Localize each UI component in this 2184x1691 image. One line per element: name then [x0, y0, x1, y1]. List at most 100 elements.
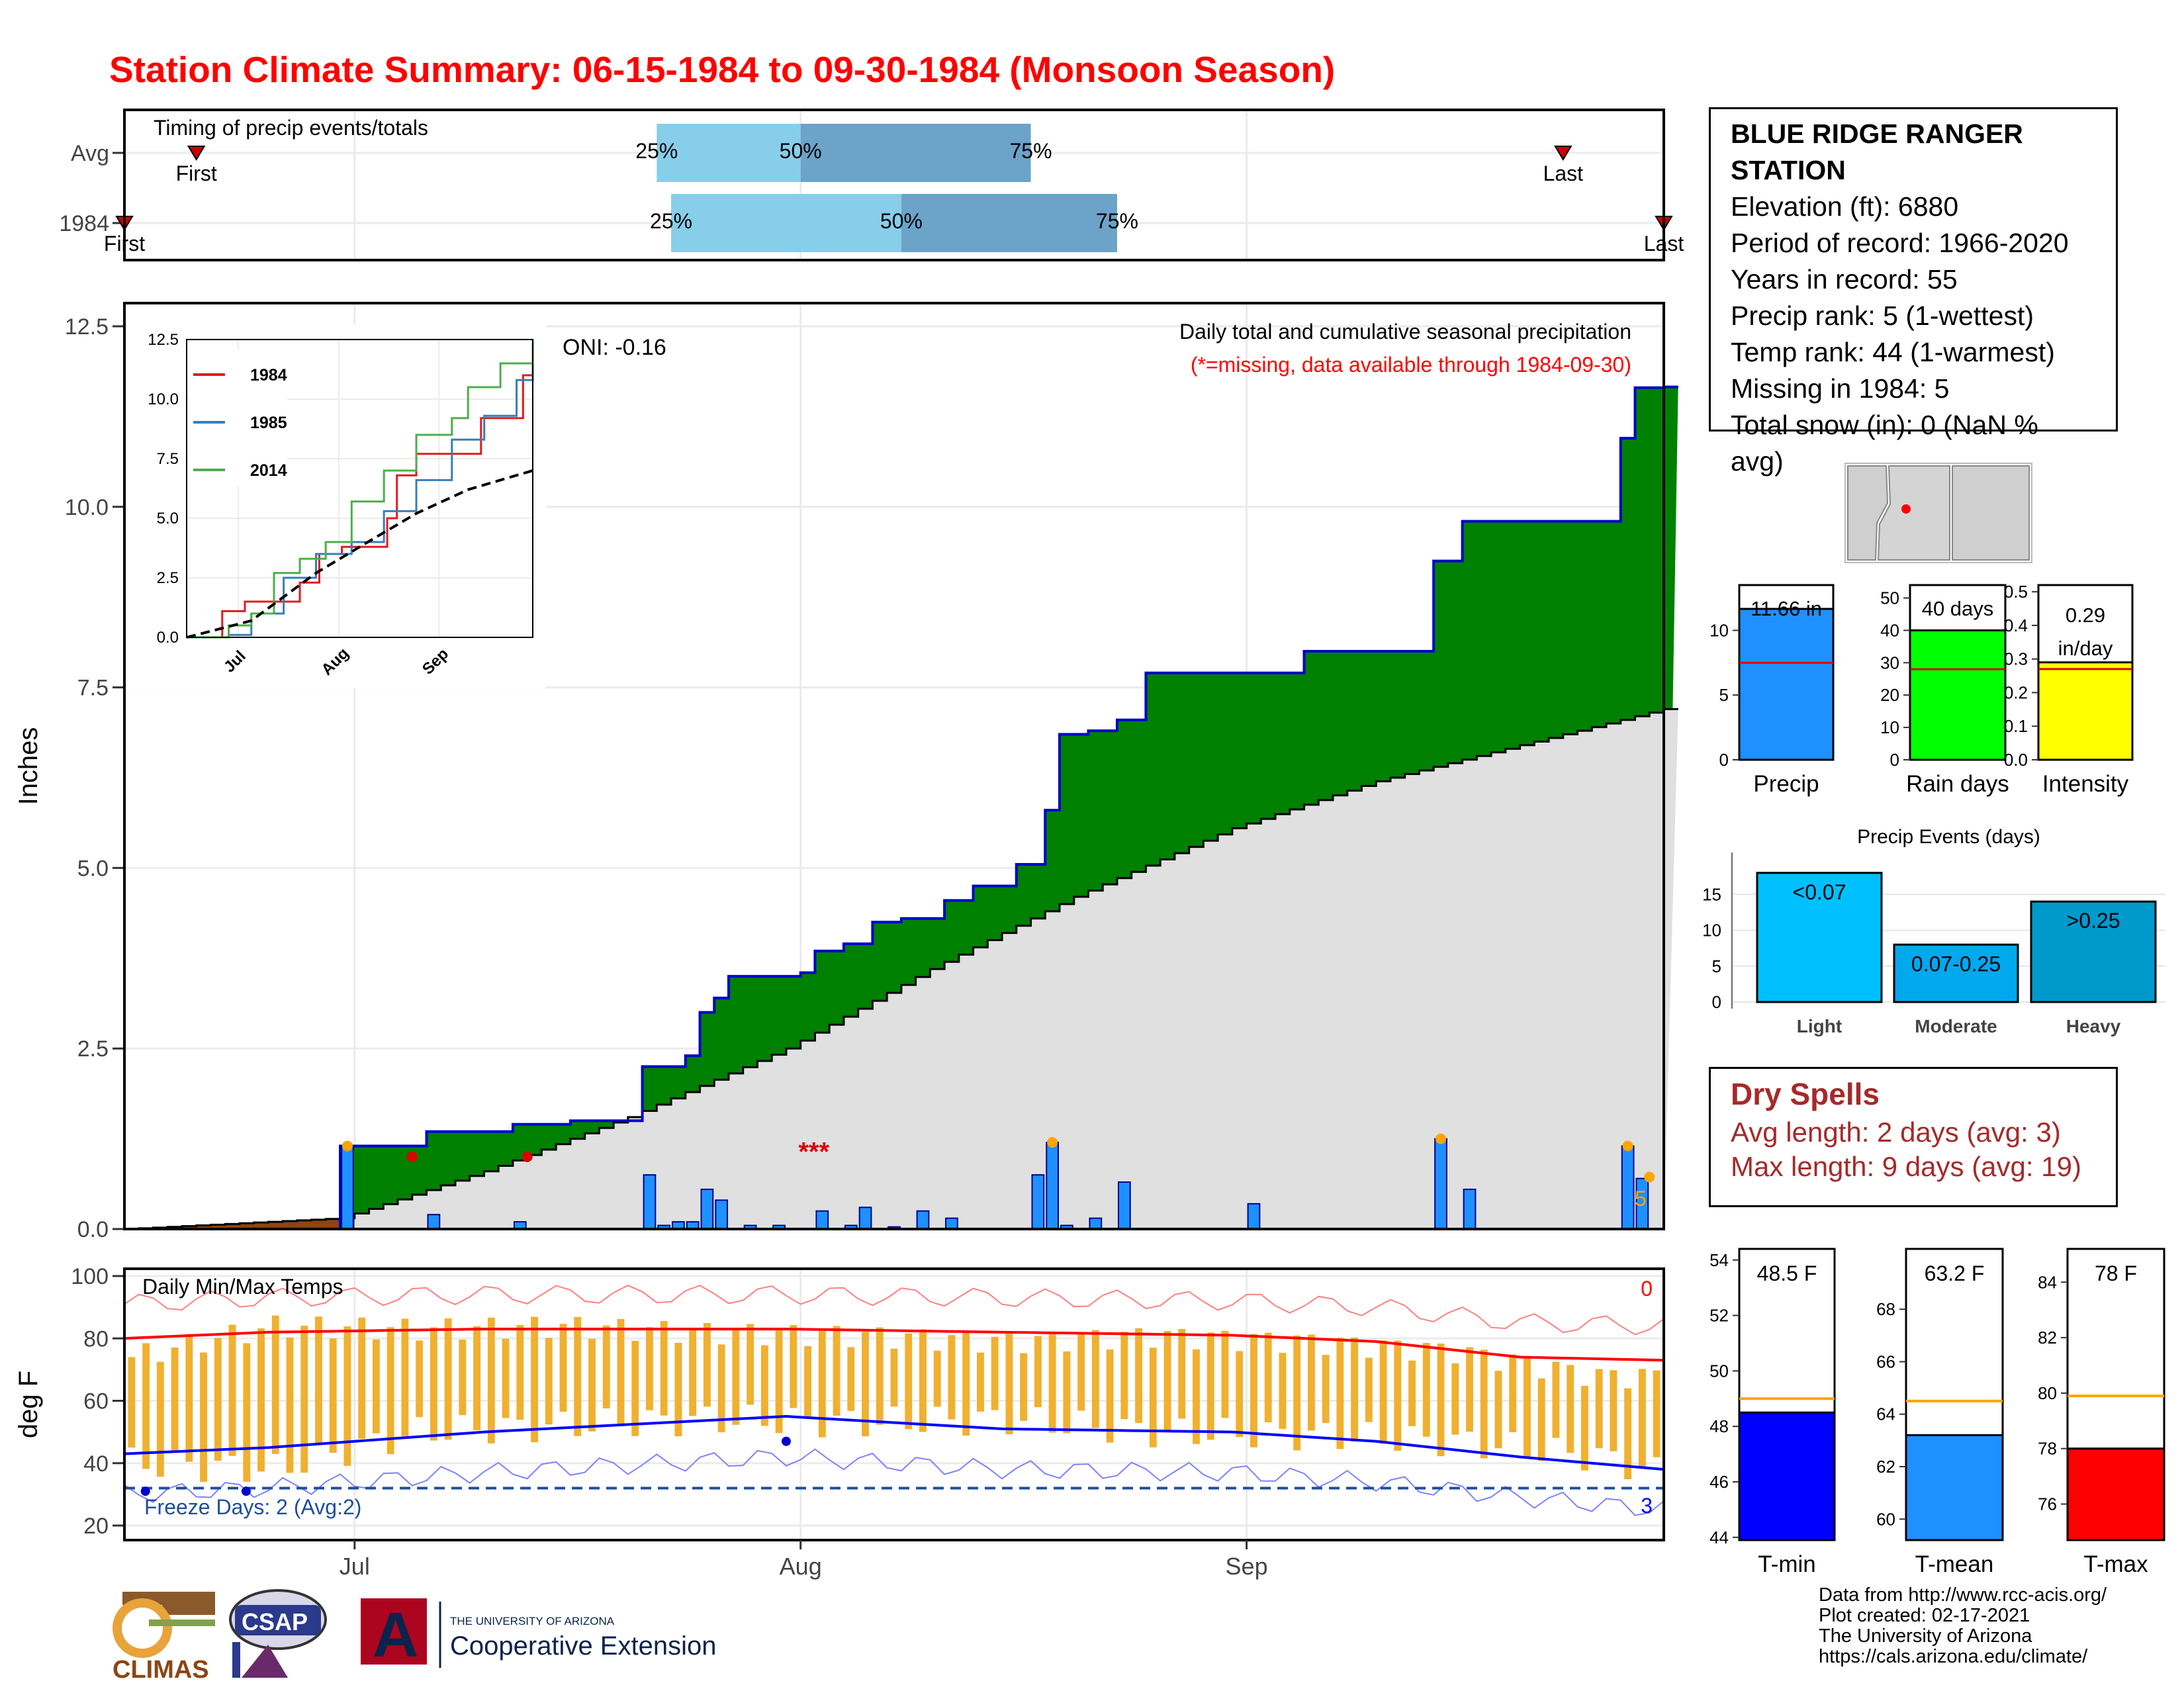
- daily-temp-bar: [588, 1339, 596, 1432]
- timing-quantile-label: 50%: [880, 209, 923, 233]
- record-high-line: [124, 1285, 1664, 1336]
- summary-ytick-label: 20: [1880, 685, 1899, 705]
- climas-logo: CLIMAS: [113, 1592, 215, 1684]
- ua-logo: A THE UNIVERSITY OF ARIZONA Cooperative …: [361, 1598, 716, 1670]
- daily-temp-bar: [631, 1340, 639, 1436]
- temp-summary-ytick-label: 64: [1876, 1404, 1895, 1424]
- inset-ytick-label: 5.0: [157, 510, 179, 527]
- timing-quantile-label: 25%: [650, 209, 692, 233]
- timing-quantile-label: 75%: [1009, 139, 1052, 163]
- daily-temp-bar: [775, 1330, 783, 1434]
- daily-temp-bar: [804, 1346, 812, 1418]
- ua-logo-line2: Cooperative Extension: [450, 1631, 716, 1661]
- temp-title: Daily Min/Max Temps: [142, 1275, 343, 1299]
- daily-temp-bar: [1135, 1328, 1142, 1424]
- daily-precip-bar: [643, 1174, 657, 1230]
- timing-title: Timing of precip events/totals: [154, 116, 428, 140]
- csap-logo: CSAP: [229, 1589, 327, 1678]
- temp-summary-t-min: 44 46 48 50 52 54 48.5 F T-min: [1709, 1248, 1836, 1577]
- daily-temp-bar: [1163, 1330, 1171, 1430]
- daily-temp-bar: [185, 1334, 193, 1462]
- heavy-precip-marker: [341, 1140, 353, 1152]
- daily-temp-bar: [473, 1326, 481, 1430]
- daily-temp-bar: [1466, 1347, 1473, 1432]
- daily-temp-bar: [430, 1327, 437, 1441]
- map-state-nm: [1952, 465, 2030, 561]
- heavy-precip-marker: [1644, 1171, 1655, 1183]
- cold-day-count: 3: [1641, 1494, 1653, 1518]
- daily-temp-bar: [617, 1318, 625, 1427]
- daily-temp-bar: [1293, 1335, 1301, 1451]
- missing-days-label: ***: [798, 1137, 829, 1166]
- daily-temp-bar: [689, 1328, 697, 1416]
- temp-summary-ytick-label: 44: [1709, 1528, 1729, 1547]
- daily-temp-bar: [574, 1316, 582, 1436]
- temp-panel-border: [123, 1267, 1665, 1541]
- daily-temp-bar: [1005, 1333, 1013, 1434]
- freeze-days-label: Freeze Days: 2 (Avg:2): [144, 1495, 361, 1519]
- daily-temp-bar: [1279, 1353, 1287, 1430]
- daily-temp-bar: [286, 1337, 294, 1473]
- temp-summary-ytick-label: 82: [2038, 1328, 2057, 1348]
- daily-temp-bar: [315, 1316, 322, 1444]
- events-ytick-label: 5: [1712, 956, 1721, 976]
- inset-ytick-label: 10.0: [148, 390, 179, 408]
- ua-logo-letter: A: [373, 1600, 418, 1670]
- summary-ytick-label: 0.3: [2004, 649, 2028, 669]
- daily-temp-bar: [243, 1343, 251, 1482]
- temp-ytick-label: 40: [83, 1451, 109, 1477]
- daily-precip-bar: [700, 1188, 714, 1230]
- missing-day-marker: [522, 1151, 533, 1162]
- daily-temp-bar: [1307, 1334, 1315, 1431]
- daily-temp-bar: [1595, 1369, 1603, 1449]
- daily-temp-bar: [358, 1317, 366, 1439]
- summary-ytick-label: 10: [1709, 620, 1729, 640]
- station-period: Period of record: 1966-2020: [1731, 228, 2069, 258]
- precip-ytick-label: 2.5: [77, 1036, 109, 1062]
- daily-precip-bar: [341, 1145, 354, 1230]
- daily-temp-bar: [1020, 1353, 1028, 1421]
- daily-temp-bar: [1221, 1330, 1229, 1418]
- daily-temp-bar: [747, 1324, 754, 1405]
- daily-temp-bar: [559, 1324, 567, 1412]
- summary-panel-rain-days: 0 10 20 30 40 50 40 days Rain days: [1880, 584, 2009, 797]
- daily-temp-bar: [933, 1350, 941, 1407]
- daily-temp-bar: [228, 1324, 236, 1456]
- daily-temp-bar: [1379, 1340, 1387, 1444]
- daily-temp-bar: [329, 1338, 337, 1453]
- daily-temp-bar: [876, 1327, 884, 1425]
- heavy-precip-marker: [1435, 1133, 1447, 1144]
- daily-temp-bar: [1149, 1348, 1157, 1447]
- station-elevation: Elevation (ft): 6880: [1731, 191, 1959, 222]
- temp-summary-t-max: 76 78 80 82 84 78 F T-max: [2038, 1248, 2165, 1577]
- freeze-day-marker: [140, 1486, 150, 1496]
- daily-temp-bar: [760, 1345, 768, 1426]
- daily-temp-bar: [660, 1320, 668, 1416]
- daily-temp-bar: [128, 1357, 136, 1448]
- daily-temp-bar: [948, 1335, 956, 1420]
- daily-temp-bar: [1437, 1344, 1445, 1457]
- timing-bar-q50-q75: [901, 194, 1117, 252]
- precip-ytick-label: 10.0: [65, 495, 109, 520]
- daily-temp-bar: [862, 1332, 869, 1437]
- climas-logo-text: CLIMAS: [113, 1656, 209, 1684]
- daily-temp-bar: [962, 1331, 970, 1436]
- station-snow: Total snow (in): 0 (NaN % avg): [1731, 410, 2038, 477]
- summary-ytick-label: 0.4: [2004, 616, 2028, 635]
- credits-line4: https://cals.arizona.edu/climate/: [1819, 1646, 2088, 1667]
- inset-avg-line: [186, 469, 533, 639]
- avg-cumulative-line: [124, 708, 1678, 1230]
- daily-temp-bar: [545, 1338, 553, 1425]
- station-location-dot: [1901, 504, 1911, 514]
- temp-summary-ytick-label: 50: [1709, 1361, 1729, 1381]
- temp-summary-value-label: 48.5 F: [1757, 1261, 1817, 1285]
- temp-ylabel: deg F: [14, 1371, 43, 1438]
- daily-temp-bar: [1422, 1343, 1430, 1437]
- daily-temp-bar: [171, 1348, 179, 1452]
- summary-panel-intensity: 0.0 0.1 0.2 0.3 0.4 0.5 0.29 in/day Intensity: [2004, 582, 2134, 797]
- temp-summary-ytick-label: 62: [1876, 1457, 1895, 1477]
- temp-ytick-label: 60: [83, 1389, 109, 1414]
- daily-precip-bar: [916, 1210, 930, 1230]
- summary-ytick-label: 0: [1890, 750, 1899, 770]
